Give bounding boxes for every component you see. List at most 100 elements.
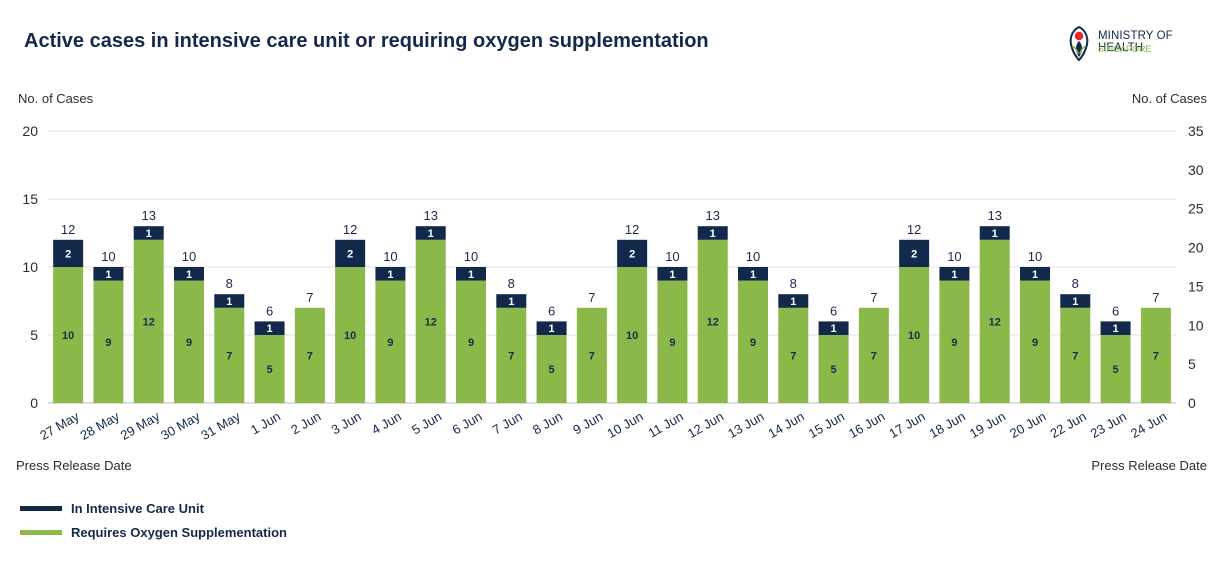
bar-icu-label: 1: [710, 228, 716, 240]
x-tick-label: 7 Jun: [490, 409, 525, 438]
y2-tick-label: 20: [1188, 240, 1204, 256]
bar-icu-label: 1: [428, 228, 434, 240]
bar-icu-label: 1: [831, 323, 837, 335]
bar-oxygen-label: 9: [468, 337, 474, 349]
bar-total-label: 8: [790, 276, 797, 291]
bar-oxygen: [697, 239, 728, 403]
bar-total-label: 12: [625, 222, 639, 237]
x-tick-label: 28 May: [78, 408, 123, 443]
bar-icu-label: 2: [65, 248, 71, 260]
bar-oxygen: [899, 267, 930, 403]
x-tick-label: 5 Jun: [409, 409, 444, 438]
bar-icu-label: 2: [629, 248, 635, 260]
bar-icu: [214, 294, 245, 308]
bar-icu: [657, 267, 688, 281]
legend-swatch-oxygen: [20, 529, 62, 535]
bar-oxygen: [1100, 335, 1131, 403]
bar-icu-label: 1: [992, 228, 998, 240]
bar-icu-label: 1: [1113, 323, 1119, 335]
bar-oxygen-label: 7: [307, 350, 313, 362]
y-tick-label: 20: [22, 123, 38, 139]
bar-oxygen: [214, 307, 245, 403]
bar-icu: [617, 239, 648, 267]
bar-total-label: 6: [266, 303, 273, 318]
y-tick-label: 10: [22, 259, 38, 275]
y2-tick-label: 10: [1188, 317, 1204, 333]
logo-text-ministry: MINISTRY OF HEALTH: [1098, 30, 1173, 54]
bar-oxygen-label: 9: [1032, 337, 1038, 349]
legend: In Intensive Care Unit Requires Oxygen S…: [20, 496, 287, 544]
bar-total-label: 7: [306, 290, 313, 305]
x-tick-label: 9 Jun: [570, 409, 605, 438]
y2-tick-label: 5: [1188, 356, 1196, 372]
bar-total-label: 8: [226, 276, 233, 291]
x-tick-label: 29 May: [118, 408, 163, 443]
bar-icu: [375, 267, 406, 281]
bar-oxygen: [1020, 280, 1050, 403]
bar-oxygen: [738, 280, 768, 403]
bar-oxygen: [1140, 307, 1171, 403]
bar-icu-label: 2: [347, 248, 353, 260]
bar-icu: [456, 267, 486, 281]
bar-icu: [254, 321, 285, 335]
legend-label-icu: In Intensive Care Unit: [71, 500, 204, 516]
bar-oxygen-label: 9: [186, 337, 192, 349]
bar-icu: [536, 321, 567, 335]
legend-item-icu: In Intensive Care Unit: [20, 496, 287, 520]
bar-icu-label: 1: [790, 296, 796, 308]
x-tick-label: 19 Jun: [967, 409, 1008, 442]
moh-logo: MINISTRY OF HEALTH SINGAPORE: [1066, 24, 1216, 64]
bar-oxygen-label: 5: [831, 364, 837, 376]
bar-oxygen: [778, 307, 809, 403]
chart-title: Active cases in intensive care unit or r…: [24, 30, 709, 52]
bar-icu-label: 1: [387, 269, 393, 281]
bar-total-label: 12: [61, 222, 75, 237]
bar-oxygen: [617, 267, 648, 403]
bar-oxygen-label: 7: [589, 350, 595, 362]
bar-oxygen: [294, 307, 325, 403]
bar-oxygen-label: 10: [908, 330, 920, 342]
bar-icu: [133, 226, 164, 240]
bar-oxygen-label: 5: [1113, 364, 1119, 376]
bar-total-label: 10: [101, 249, 115, 264]
bar-oxygen: [174, 280, 204, 403]
bar-icu: [1020, 267, 1050, 281]
bar-total-label: 12: [907, 222, 921, 237]
bar-icu: [1060, 294, 1091, 308]
bar-oxygen-label: 10: [62, 330, 74, 342]
x-tick-label: 6 Jun: [449, 409, 484, 438]
bar-oxygen-label: 7: [871, 350, 877, 362]
x-tick-label: 23 Jun: [1088, 409, 1129, 442]
x-tick-label: 13 Jun: [725, 409, 766, 442]
bar-oxygen: [335, 267, 366, 403]
bar-total-label: 6: [1112, 303, 1119, 318]
bar-oxygen: [536, 335, 567, 403]
bar-total-label: 7: [588, 290, 595, 305]
bar-icu: [53, 239, 84, 267]
x-tick-label: 15 Jun: [806, 409, 847, 442]
x-tick-label: 8 Jun: [530, 409, 565, 438]
bar-icu-label: 2: [911, 248, 917, 260]
bar-oxygen-label: 9: [669, 337, 675, 349]
bar-oxygen-label: 7: [226, 350, 232, 362]
bar-oxygen: [1060, 307, 1091, 403]
x-tick-label: 31 May: [198, 408, 243, 443]
x-tick-label: 11 Jun: [645, 409, 685, 441]
bar-oxygen-label: 7: [508, 350, 514, 362]
moh-emblem-icon: [1069, 25, 1089, 62]
bar-oxygen: [254, 335, 285, 403]
x-tick-label: 30 May: [158, 408, 203, 443]
bar-oxygen-label: 9: [951, 337, 957, 349]
x-tick-label: 2 Jun: [288, 409, 323, 438]
x-tick-label: 12 Jun: [685, 409, 726, 442]
x-tick-label: 24 Jun: [1128, 409, 1169, 442]
bar-total-label: 10: [464, 249, 478, 264]
bar-total-label: 8: [508, 276, 515, 291]
x-tick-label: 4 Jun: [369, 409, 404, 438]
bar-oxygen-label: 10: [344, 330, 356, 342]
y2-tick-label: 15: [1188, 278, 1204, 294]
bar-oxygen-label: 7: [1072, 350, 1078, 362]
bar-oxygen-label: 12: [143, 316, 155, 328]
bar-icu-label: 1: [186, 269, 192, 281]
